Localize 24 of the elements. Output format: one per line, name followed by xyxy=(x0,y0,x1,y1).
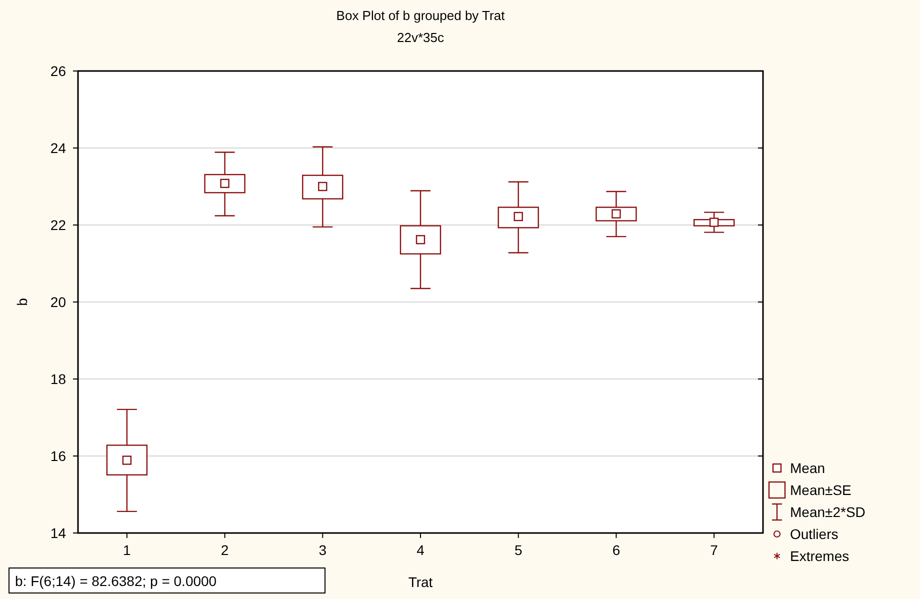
legend-label: Mean xyxy=(790,460,826,476)
x-tick-label: 1 xyxy=(123,542,132,558)
y-axis-title: b xyxy=(14,298,30,306)
x-axis-title: Trat xyxy=(408,574,433,590)
x-tick-label: 5 xyxy=(514,542,522,558)
y-tick-label: 14 xyxy=(50,524,66,541)
x-tick-label: 4 xyxy=(416,542,425,558)
y-tick-label: 20 xyxy=(50,294,66,310)
x-tick-label: 6 xyxy=(612,542,620,558)
y-tick-label: 18 xyxy=(50,370,66,387)
y-tick-label: 24 xyxy=(50,140,66,156)
chart-subtitle: 22v*35c xyxy=(397,30,444,45)
y-tick-label: 22 xyxy=(50,216,66,233)
text: b: F(6;14) = 82.6382; p = 0.0000 xyxy=(15,572,217,589)
legend-label: Extremes xyxy=(790,548,850,564)
x-tick-label: 3 xyxy=(318,542,327,558)
x-tick-label: 7 xyxy=(710,542,718,558)
legend-label: Mean±SE xyxy=(790,482,852,498)
y-tick-label: 26 xyxy=(50,62,66,79)
legend-label: Outliers xyxy=(790,526,838,542)
x-tick-label: 2 xyxy=(220,542,229,558)
chart-title: Box Plot of b grouped by Trat xyxy=(336,8,506,23)
legend-label: Mean±2*SD xyxy=(790,504,866,520)
y-tick-label: 16 xyxy=(50,448,66,464)
